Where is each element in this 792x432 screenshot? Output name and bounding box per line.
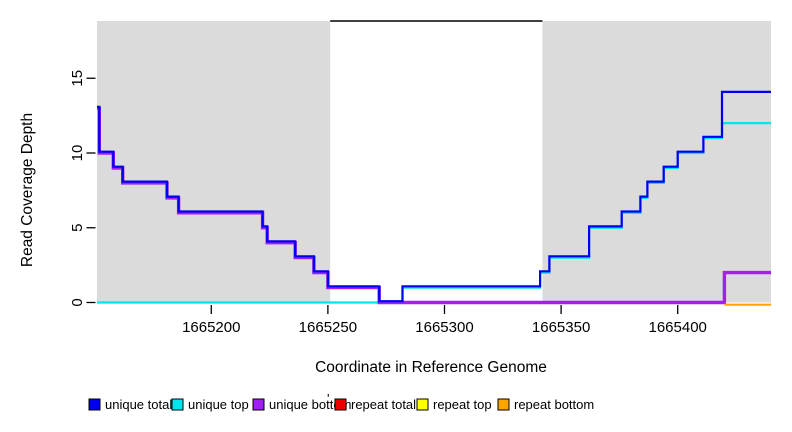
legend-label: unique total xyxy=(105,397,172,412)
shaded-region xyxy=(542,21,771,303)
legend-swatch xyxy=(334,398,347,411)
legend-swatch xyxy=(497,398,510,411)
x-axis-tick-label: 1665350 xyxy=(532,319,590,336)
legend-item: repeat bottom xyxy=(497,397,594,412)
legend-label: repeat top xyxy=(433,397,492,412)
legend-item: unique top xyxy=(171,397,249,412)
coverage-series xyxy=(97,90,771,306)
legend-item: repeat total xyxy=(334,397,416,412)
shaded-regions xyxy=(97,21,771,303)
y-axis-tick-label: 10 xyxy=(69,145,86,162)
legend: unique total unique top unique bottom repea… xyxy=(88,397,594,412)
legend-label: unique top xyxy=(188,397,249,412)
legend-swatch xyxy=(88,398,101,411)
legend-label: repeat bottom xyxy=(514,397,594,412)
legend-item: unique bottom xyxy=(252,397,351,412)
y-axis-tick-label: 5 xyxy=(69,224,86,232)
legend-swatch xyxy=(171,398,184,411)
x-axis-tick-label: 1665300 xyxy=(415,319,473,336)
x-axis-tick-label: 1665250 xyxy=(299,319,357,336)
legend-item: repeat top xyxy=(416,397,492,412)
axes: 1665200 1665250 1665300 1665350 1665400 0 5 10 1… xyxy=(69,70,707,336)
unique-bottom-line xyxy=(97,106,771,305)
legend-swatch xyxy=(252,398,265,411)
shaded-region xyxy=(97,21,331,303)
x-axis-tick-label: 1665200 xyxy=(182,319,240,336)
stray-mark: ' xyxy=(327,391,329,406)
x-axis-tick-label: 1665400 xyxy=(649,319,707,336)
legend-label: unique bottom xyxy=(269,397,351,412)
y-axis-tick-label: 0 xyxy=(69,298,86,306)
legend-swatch xyxy=(416,398,429,411)
legend-item: unique total xyxy=(88,397,172,412)
y-axis-tick-label: 15 xyxy=(69,70,86,87)
y-axis-title: Read Coverage Depth xyxy=(19,113,36,267)
x-axis-title: Coordinate in Reference Genome xyxy=(315,359,547,376)
legend-label: repeat total xyxy=(351,397,416,412)
unique-total-line xyxy=(97,90,771,303)
